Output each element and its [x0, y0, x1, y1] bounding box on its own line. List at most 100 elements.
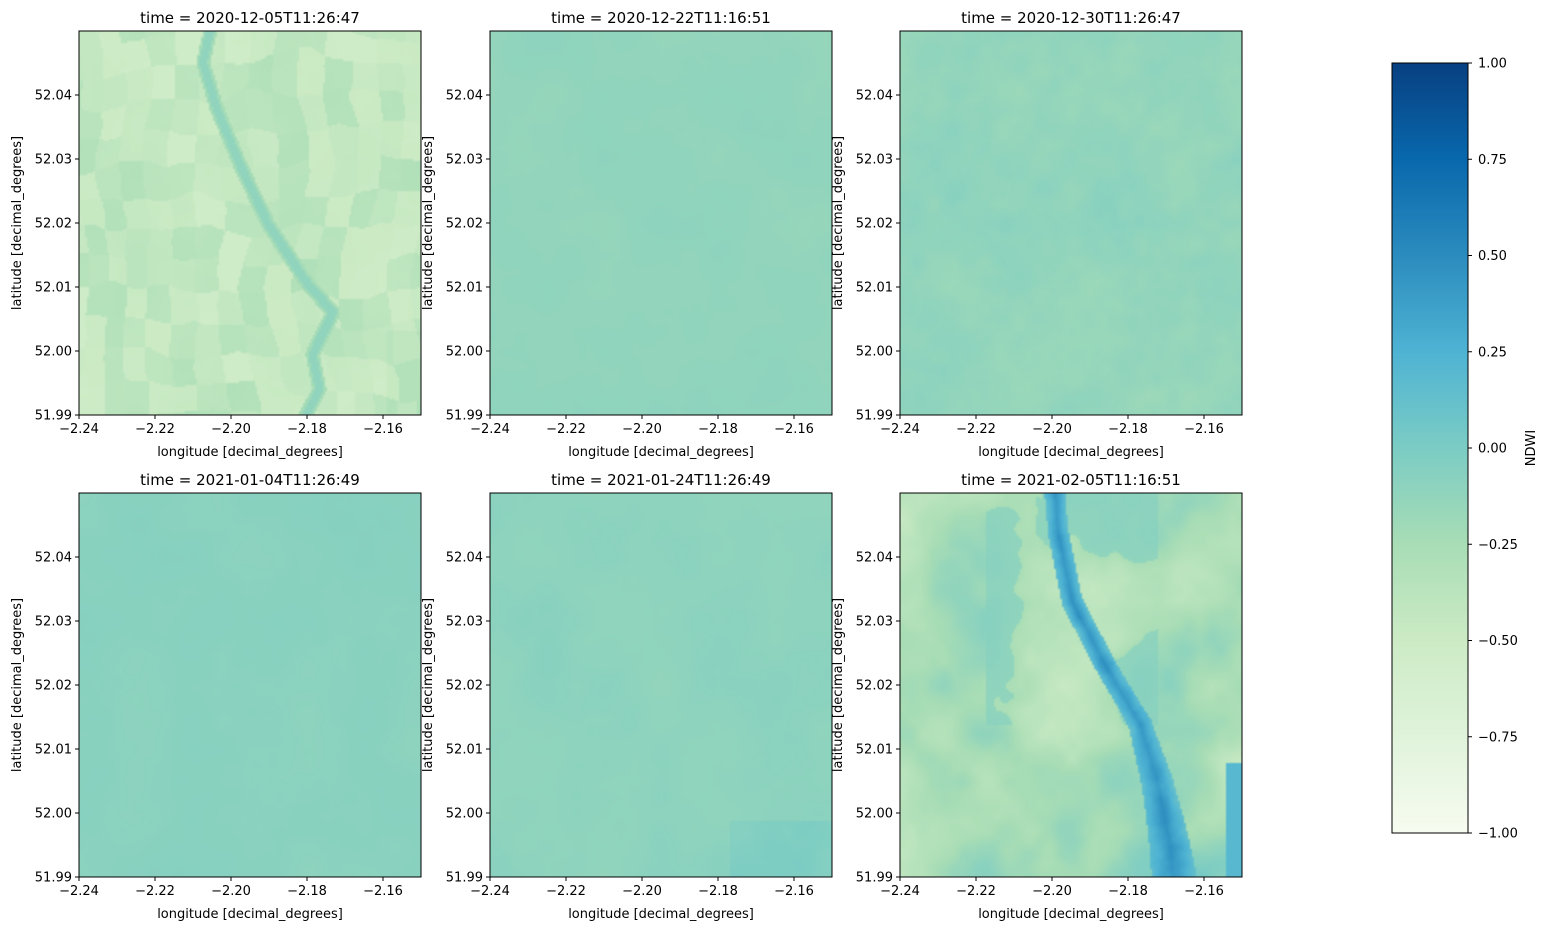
y-axis-label: latitude [decimal_degrees] [10, 136, 25, 310]
subplot-title: time = 2021-01-04T11:26:49 [140, 471, 360, 489]
y-axis-label: latitude [decimal_degrees] [10, 598, 25, 772]
x-tick-label: −2.20 [211, 884, 251, 899]
ndwi-raster [900, 493, 1242, 877]
colorbar-tick-label: −0.25 [1478, 538, 1518, 553]
x-tick-label: −2.24 [880, 422, 920, 437]
y-tick-label: 52.01 [35, 743, 72, 758]
subplot-grid: time = 2020-12-05T11:26:47 −2.24 −2.22 −2.2… [10, 9, 1243, 922]
y-tick-label: 52.01 [35, 281, 72, 296]
colorbar-tick-label: 0.75 [1478, 153, 1507, 168]
x-tick-label: −2.20 [1032, 884, 1072, 899]
colorbar-tick-label: −0.50 [1478, 634, 1518, 649]
x-axis-label: longitude [decimal_degrees] [978, 445, 1164, 460]
y-tick-label: 52.00 [35, 807, 72, 822]
y-tick-label: 51.99 [446, 409, 483, 424]
y-tick-label: 51.99 [35, 871, 72, 886]
x-tick-label: −2.18 [1108, 884, 1148, 899]
y-tick-label: 51.99 [35, 409, 72, 424]
y-tick-label: 52.00 [856, 345, 893, 360]
colorbar-gradient [1391, 62, 1469, 834]
y-tick-label: 52.04 [446, 89, 483, 104]
colorbar: 1.00 0.75 0.50 0.25 0.00 −0.25 −0.50 −0.75 −1.00… [1391, 57, 1539, 842]
y-tick-label: 52.02 [35, 217, 72, 232]
y-tick-label: 51.99 [446, 871, 483, 886]
x-tick-label: −2.22 [956, 422, 996, 437]
y-tick-label: 52.02 [446, 217, 483, 232]
x-tick-label: −2.20 [622, 884, 662, 899]
x-tick-label: −2.16 [363, 422, 403, 437]
subplot-2: time = 2020-12-22T11:16:51 −2.24 −2.22 −2.2… [421, 9, 833, 460]
y-tick-label: 52.04 [35, 551, 72, 566]
y-tick-label: 52.02 [446, 679, 483, 694]
subplot-6: time = 2021-02-05T11:16:51 −2.24 −2.22 −2.2… [831, 471, 1243, 922]
x-axis-label: longitude [decimal_degrees] [568, 907, 754, 922]
ndwi-raster [490, 31, 832, 415]
y-tick-label: 51.99 [856, 409, 893, 424]
y-tick-label: 52.04 [446, 551, 483, 566]
y-axis-label: latitude [decimal_degrees] [421, 136, 436, 310]
y-tick-label: 52.00 [446, 807, 483, 822]
ndwi-raster [79, 31, 421, 415]
y-axis-label: latitude [decimal_degrees] [831, 598, 846, 772]
x-tick-label: −2.18 [698, 884, 738, 899]
x-tick-label: −2.22 [956, 884, 996, 899]
subplot-title: time = 2020-12-30T11:26:47 [961, 9, 1181, 27]
colorbar-tick-label: 0.00 [1478, 442, 1507, 457]
subplot-3: time = 2020-12-30T11:26:47 −2.24 −2.22 −2.2… [831, 9, 1243, 460]
x-tick-label: −2.18 [287, 884, 327, 899]
subplot-title: time = 2020-12-05T11:26:47 [140, 9, 360, 27]
x-tick-label: −2.16 [363, 884, 403, 899]
x-tick-label: −2.24 [880, 884, 920, 899]
y-tick-label: 52.00 [35, 345, 72, 360]
subplot-4: time = 2021-01-04T11:26:49 −2.24 −2.22 −2.2… [10, 471, 422, 922]
x-tick-label: −2.22 [135, 422, 175, 437]
y-tick-label: 52.02 [856, 217, 893, 232]
y-tick-label: 52.02 [856, 679, 893, 694]
subplot-5: time = 2021-01-24T11:26:49 −2.24 −2.22 −2.2… [421, 471, 833, 922]
y-tick-label: 52.00 [446, 345, 483, 360]
x-tick-label: −2.24 [470, 884, 510, 899]
y-tick-label: 52.01 [856, 281, 893, 296]
x-axis-label: longitude [decimal_degrees] [157, 907, 343, 922]
subplot-title: time = 2021-02-05T11:16:51 [961, 471, 1181, 489]
x-tick-label: −2.24 [59, 422, 99, 437]
x-tick-label: −2.16 [774, 884, 814, 899]
colorbar-tick-label: −0.75 [1478, 730, 1518, 745]
y-tick-label: 52.04 [856, 551, 893, 566]
y-tick-label: 52.02 [35, 679, 72, 694]
y-tick-label: 52.03 [446, 153, 483, 168]
y-tick-label: 52.03 [856, 153, 893, 168]
x-tick-label: −2.24 [59, 884, 99, 899]
y-tick-label: 52.04 [856, 89, 893, 104]
colorbar-tick-label: 0.50 [1478, 249, 1507, 264]
y-tick-label: 52.01 [856, 743, 893, 758]
x-tick-label: −2.24 [470, 422, 510, 437]
ndwi-raster [490, 493, 832, 877]
y-tick-label: 51.99 [856, 871, 893, 886]
subplot-1: time = 2020-12-05T11:26:47 −2.24 −2.22 −2.2… [10, 9, 422, 460]
x-tick-label: −2.16 [774, 422, 814, 437]
x-tick-label: −2.20 [211, 422, 251, 437]
x-axis-label: longitude [decimal_degrees] [978, 907, 1164, 922]
subplot-title: time = 2020-12-22T11:16:51 [551, 9, 771, 27]
colorbar-tick-label: 0.25 [1478, 345, 1507, 360]
x-tick-label: −2.16 [1184, 422, 1224, 437]
y-tick-label: 52.01 [446, 743, 483, 758]
y-tick-label: 52.03 [35, 153, 72, 168]
ndwi-raster [900, 31, 1242, 415]
y-tick-label: 52.00 [856, 807, 893, 822]
ndwi-raster [79, 493, 421, 877]
x-tick-label: −2.22 [135, 884, 175, 899]
y-tick-label: 52.04 [35, 89, 72, 104]
y-axis-label: latitude [decimal_degrees] [831, 136, 846, 310]
colorbar-tick-label: 1.00 [1478, 57, 1507, 72]
y-tick-label: 52.01 [446, 281, 483, 296]
x-tick-label: −2.18 [698, 422, 738, 437]
x-tick-label: −2.18 [287, 422, 327, 437]
x-tick-label: −2.18 [1108, 422, 1148, 437]
y-tick-label: 52.03 [446, 615, 483, 630]
x-axis-label: longitude [decimal_degrees] [568, 445, 754, 460]
y-axis-label: latitude [decimal_degrees] [421, 598, 436, 772]
colorbar-tick-label: −1.00 [1478, 827, 1518, 842]
